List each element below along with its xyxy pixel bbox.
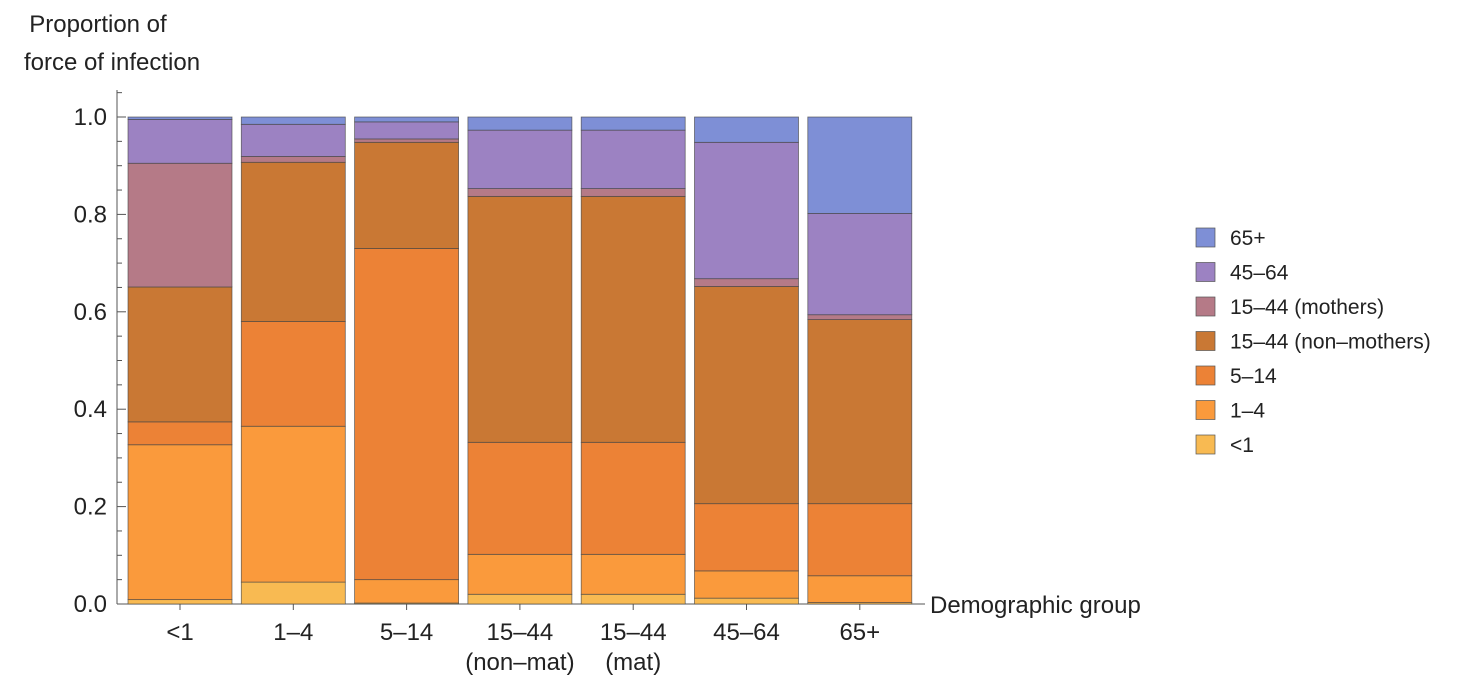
bar-segment (467, 129, 573, 189)
bar-segment (354, 121, 460, 140)
y-axis-title-line-2: force of infection (24, 49, 200, 76)
legend: 65+ 45–64 15–44 (mothers) 15–44 (non–mother… (1195, 227, 1431, 457)
bar-segment (694, 141, 799, 280)
legend-swatch (1195, 262, 1216, 282)
bar-segment (694, 570, 799, 599)
bar-segment (694, 597, 799, 605)
bar-segment (354, 138, 460, 143)
x-tick-labels: <1 1–4 5–14 15–44 (non–mat) 15–44 (mat) 45–64 65… (166, 619, 880, 676)
legend-swatch (1195, 227, 1216, 248)
legend-swatch (1195, 331, 1216, 351)
bar-segment (354, 248, 460, 581)
legend-label: 15–44 (mothers) (1230, 296, 1384, 319)
bar-segment (127, 116, 233, 120)
x-tick-label: 65+ (839, 619, 880, 646)
x-tick-label: 15–44 (mat) (600, 619, 667, 676)
y-tick-label: 0.6 (74, 299, 107, 326)
legend-swatch (1195, 296, 1216, 317)
bar-segment (807, 575, 913, 603)
bar-segment (580, 188, 686, 197)
legend-swatch (1195, 434, 1216, 455)
bar-segment (694, 503, 799, 572)
bar-segment (807, 116, 913, 214)
x-axis-title: Demographic group (930, 592, 1141, 619)
legend-label: 5–14 (1230, 365, 1277, 388)
y-axis-title: Proportion of force of infection (24, 11, 200, 76)
x-tick-label: 45–64 (713, 619, 780, 646)
y-tick-label: 0.4 (74, 396, 107, 423)
bar-segment (240, 116, 346, 125)
bar-segment (694, 286, 799, 505)
bar-segment (694, 278, 799, 287)
legend-swatch (1195, 365, 1216, 386)
bars (127, 116, 913, 605)
bar-segment (240, 123, 346, 157)
x-tick-label: <1 (166, 619, 193, 646)
legend-label: 1–4 (1230, 400, 1265, 423)
y-tick-label: 0.8 (74, 201, 107, 228)
bar-segment (240, 425, 346, 583)
bar-segment (580, 195, 686, 443)
bar-segment (127, 421, 233, 446)
bar-segment (807, 213, 913, 316)
bar-segment (580, 129, 686, 189)
bar-segment (240, 321, 346, 427)
bar-segment (127, 599, 233, 605)
y-tick-label: 0.0 (74, 591, 107, 618)
bar-segment (127, 444, 233, 601)
bar-segment (580, 441, 686, 555)
y-axis-title-line-1: Proportion of (29, 11, 167, 38)
bar-segment (807, 319, 913, 505)
bar-segment (580, 553, 686, 595)
bar-segment (354, 141, 460, 249)
legend-label: 45–64 (1230, 262, 1289, 285)
bar-segment (354, 116, 460, 123)
legend-label: 15–44 (non–mothers) (1230, 331, 1431, 354)
bar-segment (240, 156, 346, 163)
bar-segment (467, 116, 573, 131)
y-tick-label: 1.0 (74, 104, 107, 131)
x-tick-label: 5–14 (380, 619, 433, 646)
y-tick-labels: 0.0 0.2 0.4 0.6 0.8 1.0 (74, 104, 107, 618)
legend-label: <1 (1230, 434, 1254, 457)
bar-segment (580, 116, 686, 131)
y-tick-label: 0.2 (74, 494, 107, 521)
bar-segment (127, 119, 233, 164)
bar-segment (240, 581, 346, 605)
bar-segment (807, 503, 913, 577)
bar-segment (354, 579, 460, 604)
bar-segment (694, 116, 799, 143)
bar-segment (580, 593, 686, 605)
bar-segment (127, 286, 233, 423)
bar-segment (467, 593, 573, 605)
x-tick-label: 1–4 (273, 619, 313, 646)
legend-label: 65+ (1230, 227, 1266, 250)
bar-segment (807, 314, 913, 320)
bar-segment (240, 161, 346, 322)
x-tick-label: 15–44 (non–mat) (465, 619, 574, 676)
bar-segment (467, 553, 573, 595)
bar-segment (467, 195, 573, 443)
legend-swatch (1195, 400, 1216, 420)
bar-segment (467, 441, 573, 555)
bar-segment (467, 188, 573, 197)
bar-segment (127, 162, 233, 288)
